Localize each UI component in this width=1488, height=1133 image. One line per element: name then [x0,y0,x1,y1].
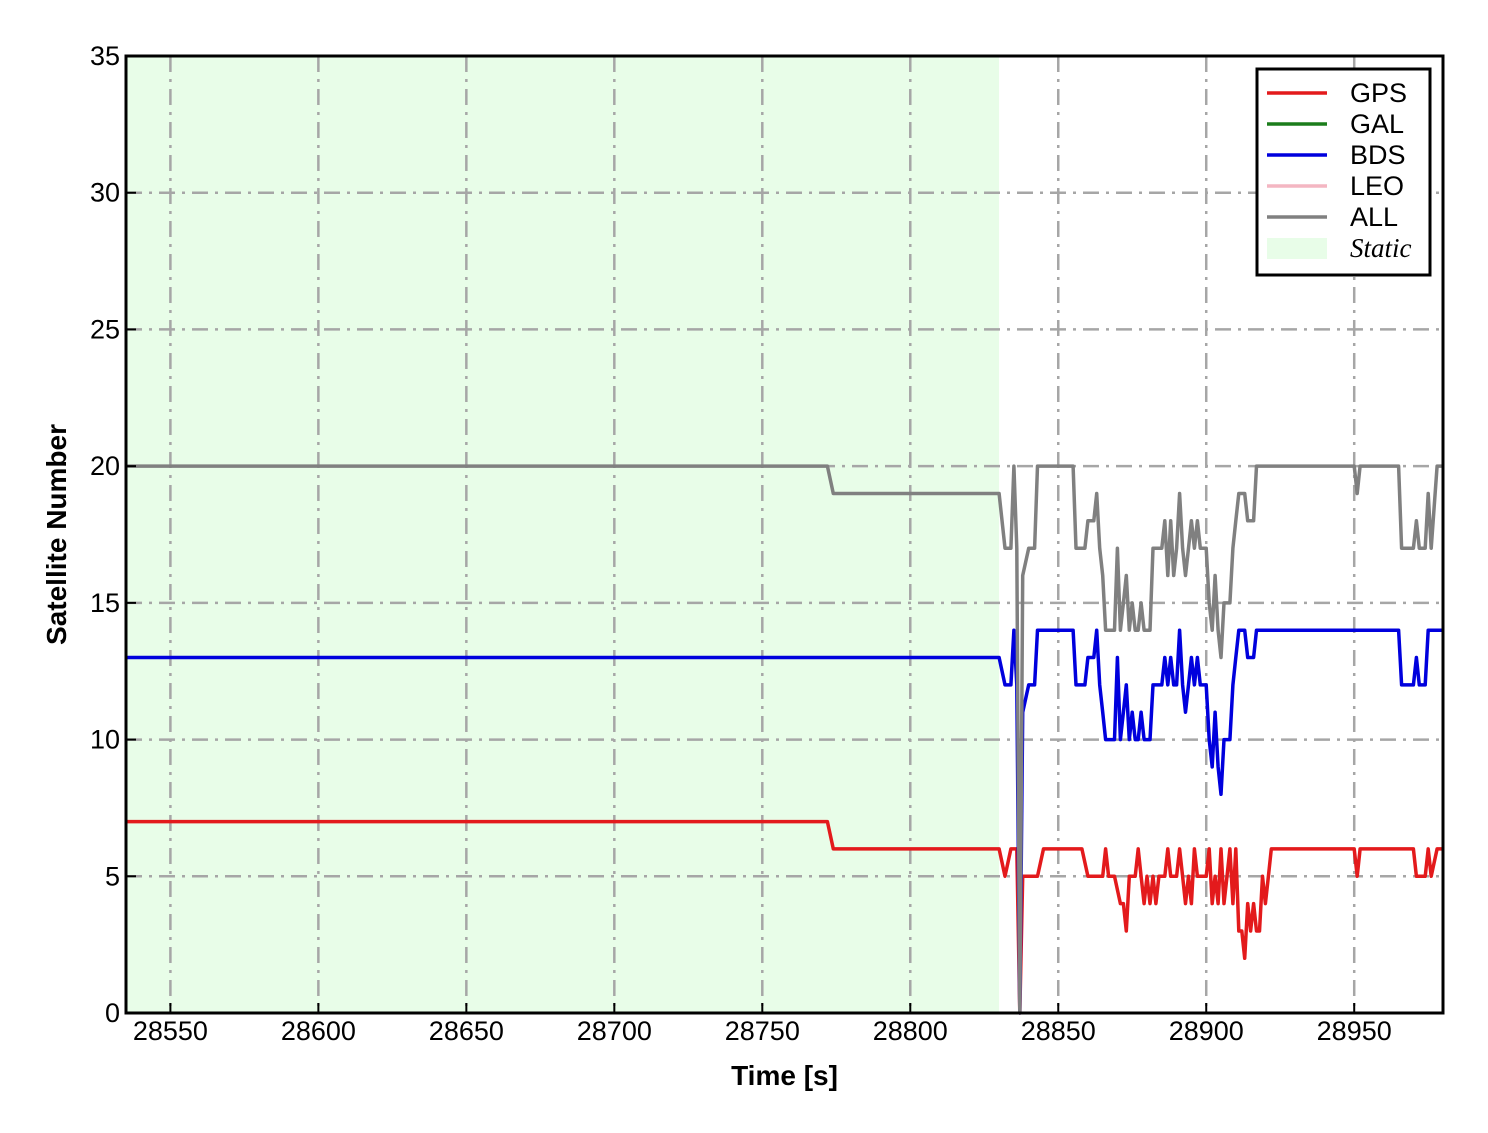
x-tick-label: 28750 [725,1016,800,1046]
legend-label-all: ALL [1350,202,1398,232]
series-line-gps [126,819,1443,1015]
legend-label-gps: GPS [1350,78,1407,108]
legend-swatch-static [1267,238,1327,259]
y-tick-label: 0 [105,998,120,1028]
x-tick-label: 28700 [577,1016,652,1046]
series-line-all [126,464,1443,1015]
y-tick-label: 15 [90,588,120,618]
x-tick-label: 28550 [133,1016,208,1046]
y-tick-label: 30 [90,178,120,208]
legend-label-static: Static [1350,233,1412,263]
x-tick-label: 28900 [1169,1016,1244,1046]
y-tick-label: 20 [90,451,120,481]
x-tick-label: 28650 [429,1016,504,1046]
legend-label-gal: GAL [1350,109,1404,139]
y-axis-title: Satellite Number [41,424,72,645]
y-tick-label: 10 [90,725,120,755]
legend-label-bds: BDS [1350,140,1406,170]
series-lines [126,464,1443,1015]
y-tick-label: 25 [90,314,120,344]
axis-ticks: 28550 28600 28650 28700 28750 28800 28850 28900… [90,41,1392,1046]
static-region-rect [126,56,1000,1013]
legend-label-leo: LEO [1350,171,1404,201]
x-tick-label: 28850 [1021,1016,1096,1046]
static-region-band [126,56,1000,1013]
x-tick-label: 28600 [281,1016,356,1046]
x-axis-title: Time [s] [731,1060,838,1091]
x-tick-label: 28800 [873,1016,948,1046]
x-tick-label: 28950 [1317,1016,1392,1046]
y-tick-label: 5 [105,861,120,891]
y-tick-label: 35 [90,41,120,71]
series-line-bds [126,628,1443,1015]
plot-frame [124,54,1445,1015]
